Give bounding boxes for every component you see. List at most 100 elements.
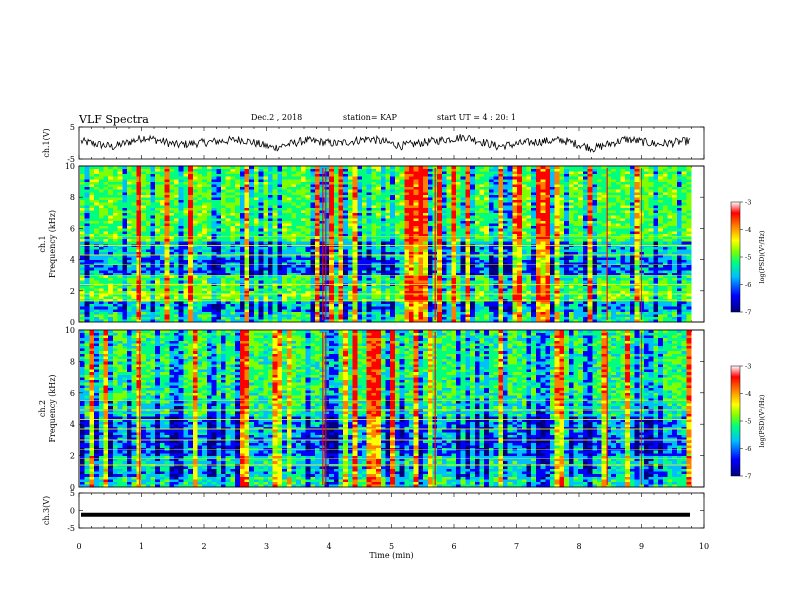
spectrogram-cell <box>390 288 396 292</box>
spectrogram-cell <box>272 241 278 245</box>
spectrogram-cell <box>427 277 433 281</box>
spectrogram-cell <box>568 272 574 276</box>
spectrogram-cell <box>644 238 649 242</box>
spectrogram-cell <box>94 301 100 305</box>
spectrogram-cell <box>545 290 551 294</box>
spectrogram-cell <box>211 280 217 284</box>
spectrogram-cell <box>470 249 476 253</box>
spectrogram-cell <box>437 275 443 279</box>
spectrogram-cell <box>625 272 631 276</box>
spectrogram-cell <box>145 280 151 284</box>
spectrogram-cell <box>310 267 316 271</box>
spectrogram-cell <box>404 254 410 258</box>
spectrogram-cell <box>112 277 118 281</box>
spectrogram-cell <box>413 303 419 307</box>
spectrogram-cell <box>526 309 532 312</box>
spectrogram-cell <box>470 301 476 305</box>
spectrogram-cell <box>282 306 288 310</box>
spectrogram-cell <box>385 241 391 245</box>
spectrogram-cell <box>258 296 264 299</box>
spectrogram-cell <box>131 236 137 240</box>
spectrogram-cell <box>103 233 109 237</box>
spectrogram-cell <box>578 267 584 271</box>
spectrogram-cell <box>550 236 555 240</box>
spectrogram-cell <box>474 236 480 240</box>
spectrogram-cell <box>141 303 147 307</box>
spectrogram-cell <box>145 267 151 271</box>
spectrogram-cell <box>263 277 269 281</box>
spectrogram-cell <box>211 319 217 323</box>
spectrogram-cell <box>578 228 584 232</box>
spectrogram-cell <box>390 254 396 258</box>
spectrogram-cell <box>582 316 588 320</box>
spectrogram-cell <box>606 319 612 323</box>
spectrogram-cell <box>89 259 95 263</box>
spectrogram-cell <box>112 262 118 266</box>
spectrogram-cell <box>437 246 443 250</box>
spectrogram-cell <box>239 316 245 320</box>
spectrogram-cell <box>84 301 90 305</box>
spectrogram-cell <box>540 231 546 234</box>
spectrogram-cell <box>676 275 682 279</box>
spectrogram-cell <box>606 293 612 297</box>
spectrogram-cell <box>634 270 640 273</box>
spectrogram-cell <box>686 270 692 273</box>
spectrogram-cell <box>380 303 386 307</box>
spectrogram-cell <box>235 293 241 297</box>
spectrogram-cell <box>498 231 504 234</box>
spectrogram-cell <box>380 311 386 315</box>
spectrogram-cell <box>493 231 499 234</box>
spectrogram-cell <box>291 314 297 318</box>
spectrogram-cell <box>296 309 302 312</box>
spectrogram-cell <box>479 238 485 242</box>
spectrogram-cell <box>225 303 231 307</box>
spectrogram-cell <box>413 277 419 281</box>
spectrogram-cell <box>517 290 523 294</box>
spectrogram-cell <box>145 236 151 240</box>
y-tick-label: 5 <box>70 123 75 132</box>
spectrogram-cell <box>460 267 466 271</box>
spectrogram-cell <box>629 275 635 279</box>
spectrogram-cell <box>404 316 410 320</box>
spectrogram-cell <box>258 257 264 260</box>
spectrogram-cell <box>347 233 353 237</box>
spectrogram-cell <box>310 236 316 240</box>
spectrogram-cell <box>460 249 466 253</box>
spectrogram-cell <box>221 306 226 310</box>
spectrogram-cell <box>286 257 292 260</box>
spectrogram-cell <box>498 249 504 253</box>
spectrogram-cell <box>404 280 410 284</box>
spectrogram-cell <box>493 309 499 312</box>
spectrogram-cell <box>315 314 320 318</box>
spectrogram-cell <box>606 306 612 310</box>
spectrogram-cell <box>503 267 508 271</box>
spectrogram-cell <box>686 316 692 320</box>
spectrogram-cell <box>112 264 118 268</box>
spectrogram-cell <box>517 233 523 237</box>
spectrogram-cell <box>507 277 513 281</box>
panel-1: 5-5ch.1(V) <box>42 123 705 164</box>
spectrogram-cell <box>333 316 339 320</box>
spectrogram-cell <box>211 275 217 279</box>
spectrogram-cell <box>644 280 649 284</box>
spectrogram-cell <box>155 319 161 323</box>
spectrogram-cell <box>427 259 433 263</box>
spectrogram-cell <box>371 316 377 320</box>
spectrogram-cell <box>315 241 320 245</box>
spectrogram-cell <box>145 309 151 312</box>
spectrogram-cell <box>145 272 151 276</box>
spectrogram-cell <box>310 249 316 253</box>
spectrogram-cell <box>366 303 372 307</box>
spectrogram-cell <box>409 290 414 294</box>
spectrogram-cell <box>192 319 198 323</box>
spectrogram-cell <box>352 275 358 279</box>
spectrogram-cell <box>526 290 532 294</box>
spectrogram-cell <box>437 306 443 310</box>
spectrogram-cell <box>653 270 659 273</box>
spectrogram-cell <box>84 264 90 268</box>
spectrogram-cell <box>559 314 565 318</box>
spectrogram-cell <box>399 228 405 232</box>
spectrogram-cell <box>216 272 222 276</box>
spectrogram-cell <box>338 231 344 234</box>
spectrogram-cell <box>521 249 527 253</box>
